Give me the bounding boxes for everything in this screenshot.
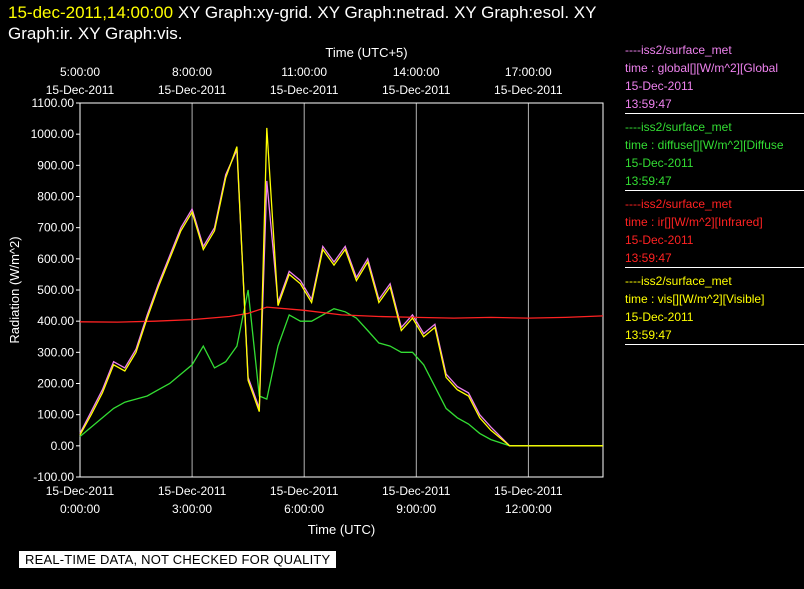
top-tick-date: 15-Dec-2011 [158,83,227,97]
x-tick-date: 15-Dec-2011 [494,484,563,498]
y-tick-label: 300.00 [37,345,74,359]
top-tick-time: 11:00:00 [281,65,327,79]
legend-variable: time : vis[][W/m^2][Visible] [625,292,765,306]
legend-source: ----iss2/surface_met [625,120,732,134]
x-tick-time: 0:00:00 [60,502,100,516]
legend-time: 13:59:47 [625,174,672,188]
legend-entry-vis: ----iss2/surface_met time : vis[][W/m^2]… [625,272,804,345]
legend-date: 15-Dec-2011 [625,310,694,324]
graph-title: 15-dec-2011,14:00:00 XY Graph:xy-grid. X… [8,2,618,44]
legend-entry-diffuse: ----iss2/surface_met time : diffuse[][W/… [625,118,804,191]
top-tick-time: 5:00:00 [60,65,100,79]
top-tick-date: 15-Dec-2011 [46,83,115,97]
x-tick-date: 15-Dec-2011 [46,484,115,498]
x-tick-time: 9:00:00 [396,502,436,516]
top-tick-date: 15-Dec-2011 [494,83,563,97]
quality-warning-banner: REAL-TIME DATA, NOT CHECKED FOR QUALITY [19,551,337,568]
legend: ----iss2/surface_met time : global[][W/m… [625,41,804,349]
x-tick-time: 6:00:00 [284,502,324,516]
x-tick-date: 15-Dec-2011 [270,484,339,498]
top-tick-time: 17:00:00 [505,65,552,79]
top-tick-time: 14:00:00 [393,65,440,79]
title-timestamp: 15-dec-2011,14:00:00 [8,3,174,22]
y-tick-label: 900.00 [37,158,74,172]
x-tick-date: 15-Dec-2011 [158,484,227,498]
y-tick-label: 500.00 [37,283,74,297]
series-line-ir [79,306,604,323]
y-tick-label: 100.00 [37,408,74,422]
legend-source: ----iss2/surface_met [625,274,732,288]
legend-time: 13:59:47 [625,328,672,342]
legend-date: 15-Dec-2011 [625,233,694,247]
x-tick-time: 3:00:00 [172,502,212,516]
legend-source: ----iss2/surface_met [625,43,732,57]
legend-source: ----iss2/surface_met [625,197,732,211]
y-tick-label: 1100.00 [32,96,75,110]
legend-variable: time : ir[][W/m^2][Infrared] [625,215,763,229]
x-tick-time: 12:00:00 [505,502,552,516]
y-tick-label: 600.00 [37,252,74,266]
x-axis-label: Time (UTC) [308,522,375,537]
legend-entry-ir: ----iss2/surface_met time : ir[][W/m^2][… [625,195,804,268]
plot-frame [79,102,604,478]
top-tick-time: 8:00:00 [172,65,212,79]
legend-time: 13:59:47 [625,251,672,265]
y-tick-label: 700.00 [37,221,74,235]
y-axis-label: Radiation (W/m^2) [7,236,22,343]
y-tick-label: 0.00 [51,439,75,453]
top-tick-date: 15-Dec-2011 [382,83,451,97]
legend-variable: time : diffuse[][W/m^2][Diffuse [625,138,784,152]
top-tick-date: 15-Dec-2011 [270,83,339,97]
y-tick-label: 400.00 [37,314,74,328]
legend-variable: time : global[][W/m^2][Global [625,61,779,75]
legend-date: 15-Dec-2011 [625,79,694,93]
series-line-global [79,149,603,447]
x-tick-date: 15-Dec-2011 [382,484,451,498]
legend-entry-global: ----iss2/surface_met time : global[][W/m… [625,41,804,114]
y-tick-label: 800.00 [37,190,74,204]
series-line-diffuse [79,289,603,447]
y-tick-label: 200.00 [37,377,74,391]
y-tick-label: -100.00 [33,470,74,484]
y-tick-label: 1000.00 [31,127,75,141]
series-line-vis [79,127,603,447]
title-graph-list: XY Graph:xy-grid. XY Graph:netrad. XY Gr… [8,3,597,43]
legend-time: 13:59:47 [625,97,672,111]
top-axis-label: Time (UTC+5) [325,45,407,60]
legend-date: 15-Dec-2011 [625,156,694,170]
